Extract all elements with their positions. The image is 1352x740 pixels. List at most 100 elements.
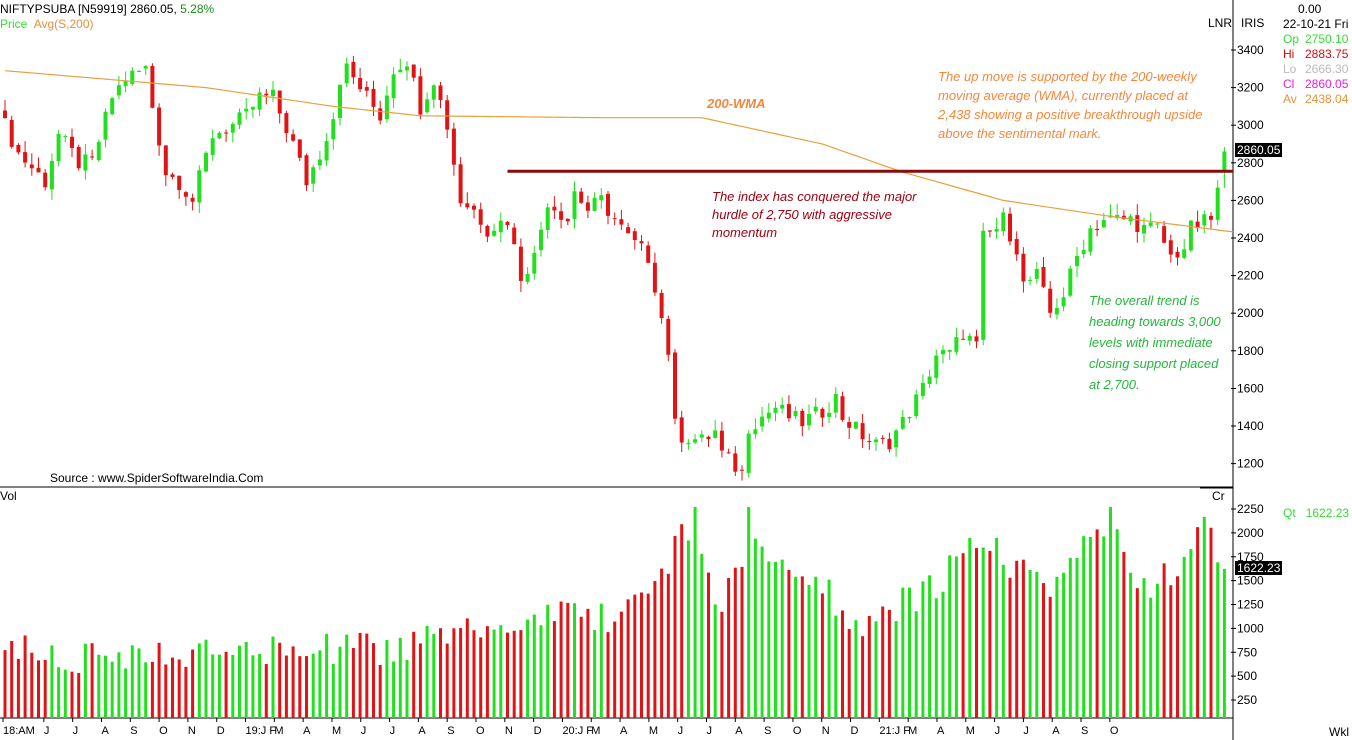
volume-bar (23, 635, 27, 718)
volume-bar (1062, 572, 1066, 718)
hi-label: Hi (1283, 47, 1295, 61)
time-tick-label: M (966, 725, 975, 737)
candle-body (920, 382, 925, 396)
volume-bar (867, 615, 871, 718)
volume-bar (1095, 529, 1099, 718)
volume-bar (593, 630, 597, 718)
volume-bar (358, 632, 362, 718)
period-label[interactable]: Wkl (1329, 725, 1349, 739)
hurdle-annotation: The index has conquered the major hurdle… (712, 189, 917, 240)
iris-button[interactable]: IRIS (1241, 16, 1265, 30)
candle-body (103, 111, 108, 140)
candle-body (565, 218, 570, 222)
candle-body (284, 113, 289, 134)
volume-bar (1082, 536, 1086, 718)
candle-body (1162, 226, 1167, 243)
candle-body (271, 89, 275, 97)
candle-body (338, 84, 342, 119)
volume-bar (894, 621, 898, 718)
candle-body (297, 139, 302, 158)
lo-label: Lo (1283, 62, 1297, 76)
candle-body (773, 407, 778, 413)
volume-bar (948, 555, 952, 718)
volume-bar (666, 573, 670, 718)
volume-bar (1122, 551, 1126, 718)
candle-body (532, 252, 537, 274)
candle-body (472, 205, 476, 210)
candle-body (666, 318, 671, 355)
candle-body (384, 95, 389, 120)
candle-body (244, 108, 249, 112)
avg-legend: Avg(S,200) (33, 17, 94, 31)
volume-bar (130, 645, 134, 718)
candle-body (880, 437, 885, 439)
volume-bar (291, 646, 295, 718)
candle-body (425, 99, 430, 113)
volume-bar (1162, 563, 1166, 718)
time-tick-label: O (476, 725, 485, 737)
price-tick-label: 2800 (1237, 156, 1264, 170)
volume-bar (847, 628, 851, 718)
volume-bar (921, 581, 925, 718)
volume-bar (1035, 571, 1039, 718)
candle-body (807, 414, 811, 426)
volume-bar (673, 535, 677, 718)
candle-body (237, 112, 242, 125)
volume-bar (238, 645, 241, 718)
volume-bar (606, 632, 610, 718)
volume-bar (995, 537, 999, 718)
volume-bar (626, 599, 630, 718)
volume-bar (278, 642, 282, 718)
volume-bar (887, 609, 891, 718)
volume-bar (137, 648, 141, 718)
candle-body (358, 77, 363, 90)
volume-label: Vol (0, 489, 17, 503)
candle-body (934, 355, 939, 378)
volume-bar (532, 614, 536, 718)
candle-body (143, 66, 148, 69)
candle-body (224, 132, 229, 134)
volume-bar (961, 553, 965, 718)
volume-bar (914, 611, 918, 718)
time-tick-label: D (851, 725, 859, 737)
candle-body (927, 376, 932, 384)
candle-body (1008, 213, 1012, 242)
volume-tick-label: 500 (1237, 669, 1257, 683)
volume-bar (485, 626, 489, 718)
last-price: 2860.05, (130, 2, 177, 16)
candle-body (847, 422, 852, 428)
candle-body (43, 172, 48, 188)
volume-bar (1115, 529, 1119, 718)
candle-body (83, 154, 88, 171)
candle-body (1155, 223, 1160, 225)
volume-bar (191, 649, 195, 718)
candle-body (431, 85, 436, 100)
volume-bar (452, 628, 456, 718)
price-marker: 2860.05 (1235, 143, 1283, 157)
volume-bar (700, 553, 704, 718)
source-credit: Source : www.SpiderSoftwareIndia.Com (50, 471, 264, 485)
candle-body (150, 65, 155, 108)
candle-body (304, 155, 309, 186)
candle-body (619, 219, 624, 225)
candle-body (492, 230, 497, 236)
candle-body (1061, 297, 1066, 307)
lnr-button[interactable]: LNR (1208, 16, 1233, 30)
volume-bar (439, 628, 442, 718)
price-tick-label: 2200 (1237, 269, 1264, 283)
candle-body (713, 430, 718, 439)
time-tick-label: M (649, 725, 658, 737)
time-tick-label: D (217, 725, 225, 737)
candle-body (217, 132, 222, 139)
candle-body (371, 88, 376, 107)
volume-bar (954, 556, 958, 718)
candle-body (190, 197, 195, 202)
volume-bar (526, 619, 530, 718)
volume-bar (16, 658, 20, 718)
candle-body (1014, 239, 1019, 255)
volume-bar (1149, 597, 1153, 718)
volume-bar (619, 611, 623, 718)
candle-body (465, 203, 470, 208)
volume-bar (1021, 559, 1025, 718)
